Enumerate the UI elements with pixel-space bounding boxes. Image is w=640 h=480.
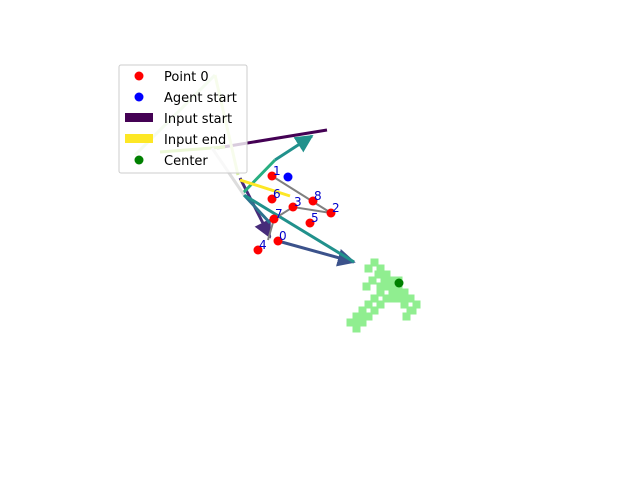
shape-cell <box>364 312 373 321</box>
shape-cell <box>388 288 397 297</box>
point-label-7: 7 <box>275 207 283 221</box>
shape-cell <box>382 282 391 291</box>
legend-agent-start-marker <box>134 92 144 102</box>
point-label-4: 4 <box>259 238 267 252</box>
shape-cell <box>400 288 409 297</box>
shape-cell <box>376 288 385 297</box>
input-segment <box>277 239 356 267</box>
point-label-2: 2 <box>332 201 340 215</box>
shape-cell <box>370 294 379 303</box>
point-labels-group: 0 1 2 3 4 5 6 7 8 <box>259 164 340 252</box>
point-marker-0 <box>273 236 283 246</box>
shape-cell <box>376 282 385 291</box>
legend-point-0-marker <box>134 71 144 81</box>
input-segment <box>243 193 355 264</box>
point-marker-3 <box>288 202 298 212</box>
point-label-0: 0 <box>279 229 287 243</box>
point-marker-7 <box>269 214 279 224</box>
shape-cell <box>364 300 373 309</box>
shape-cell <box>364 264 373 273</box>
input-segment <box>241 158 277 195</box>
shape-cell <box>380 276 389 285</box>
shape-cell <box>368 276 377 285</box>
point-label-8: 8 <box>314 189 322 203</box>
point-marker-6 <box>267 194 277 204</box>
shape-cell <box>352 324 361 333</box>
agent-start-marker <box>283 172 293 182</box>
input-segment <box>239 178 291 198</box>
shape-cell <box>374 270 383 279</box>
shape-cell <box>358 312 367 321</box>
shape-cell <box>382 294 391 303</box>
shape-cell <box>352 312 361 321</box>
shape-cell <box>388 276 397 285</box>
point-label-3: 3 <box>294 195 302 209</box>
shape-cell <box>388 294 397 303</box>
input-segment <box>242 193 272 225</box>
shape-cell <box>362 282 371 291</box>
shape-cell <box>358 318 367 327</box>
legend-input-start-label: Input start <box>164 112 232 127</box>
points-group <box>253 171 336 255</box>
point-marker-8 <box>308 196 318 206</box>
shape-cell <box>346 318 355 327</box>
shape-cell <box>358 306 367 315</box>
shape-cell <box>376 300 385 309</box>
legend-center-marker <box>134 155 144 165</box>
legend-input-end-patch <box>125 134 153 143</box>
point-label-5: 5 <box>311 211 319 225</box>
shape-cell <box>382 270 391 279</box>
point-label-6: 6 <box>273 187 281 201</box>
point-marker-4 <box>253 245 263 255</box>
point-marker-2 <box>326 208 336 218</box>
legend-input-end-label: Input end <box>164 133 226 148</box>
shape-cell <box>376 264 385 273</box>
legend-point-0-label: Point 0 <box>164 70 209 85</box>
legend: Point 0 Agent start Input start Input en… <box>118 64 248 174</box>
shape-cell <box>402 312 411 321</box>
legend-agent-start-label: Agent start <box>164 91 237 106</box>
legend-center-label: Center <box>164 154 208 169</box>
shape-cell <box>400 300 409 309</box>
point-marker-1 <box>267 171 277 181</box>
point-marker-5 <box>305 218 315 228</box>
legend-input-start-patch <box>125 113 153 122</box>
shape-cell <box>394 294 403 303</box>
input-segment <box>274 134 314 162</box>
shape-cell <box>352 318 361 327</box>
shape-cell <box>370 258 379 267</box>
point-label-1: 1 <box>273 164 281 178</box>
shape-cell <box>412 300 421 309</box>
shape-cell <box>406 306 415 315</box>
legend-frame <box>118 64 248 174</box>
target-shape <box>346 258 421 333</box>
shape-cell <box>370 306 379 315</box>
shape-cell <box>406 294 415 303</box>
center-marker <box>394 278 404 288</box>
